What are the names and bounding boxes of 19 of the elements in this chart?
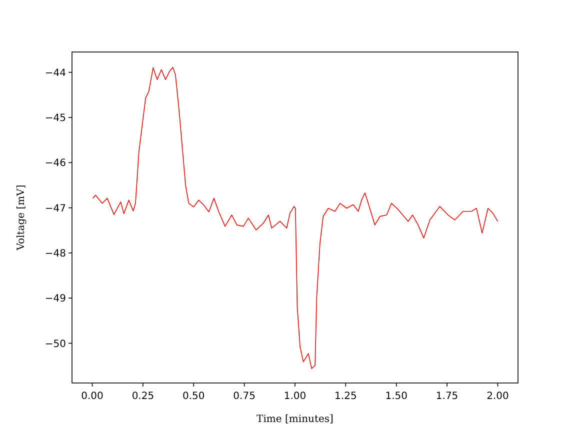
y-tick-label: −45 bbox=[44, 113, 66, 124]
y-tick-label: −44 bbox=[44, 68, 66, 79]
x-tick-label: 0.00 bbox=[81, 391, 104, 402]
x-tick-label: 1.00 bbox=[284, 391, 306, 402]
x-tick-label: 0.25 bbox=[132, 391, 154, 402]
y-tick-label: −48 bbox=[44, 248, 66, 260]
x-tick-label: 1.75 bbox=[436, 391, 458, 402]
x-axis-title: Time [minutes] bbox=[256, 414, 334, 425]
y-axis-title: Voltage [mV] bbox=[16, 184, 27, 252]
y-tick-label: −50 bbox=[44, 338, 66, 350]
y-tick-label: −47 bbox=[44, 203, 66, 214]
line-series bbox=[92, 66, 498, 369]
x-tick-label: 1.50 bbox=[385, 391, 408, 402]
x-tick-label: 0.50 bbox=[182, 391, 205, 402]
y-tick-label: −46 bbox=[44, 158, 66, 170]
x-tick-label: 0.75 bbox=[233, 391, 256, 402]
y-tick-label: −49 bbox=[44, 294, 66, 305]
x-tick-label: 2.00 bbox=[486, 391, 509, 402]
x-tick-label: 1.25 bbox=[334, 391, 357, 402]
